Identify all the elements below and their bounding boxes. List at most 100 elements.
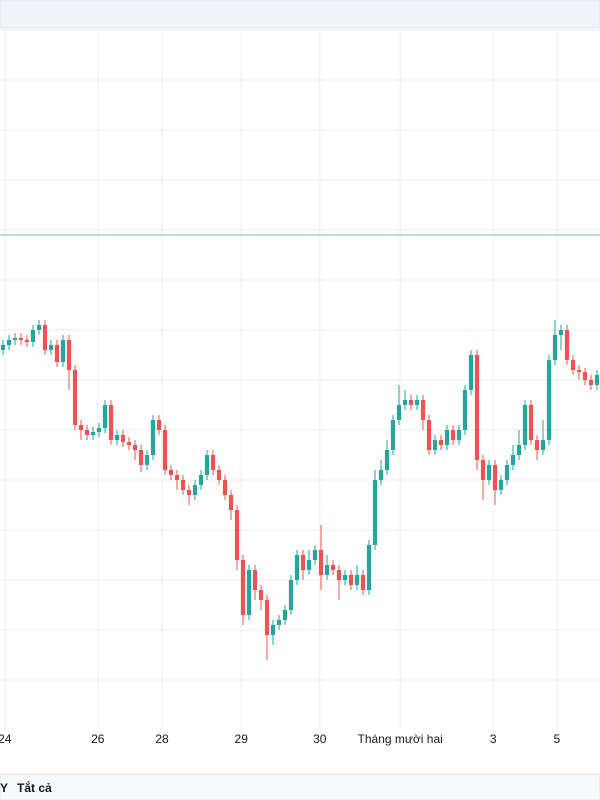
candle-body xyxy=(96,428,102,432)
candle-body xyxy=(216,470,222,480)
candle-body xyxy=(318,550,324,575)
candle-body xyxy=(270,625,276,635)
candle-body xyxy=(186,490,192,495)
candle-body xyxy=(84,430,90,435)
candle-body xyxy=(30,330,36,342)
range-button[interactable]: Y xyxy=(0,781,8,795)
candle-body xyxy=(306,560,312,570)
x-axis: 24 26 28 29 30 Tháng mười hai 3 5 xyxy=(0,732,560,746)
candle-body xyxy=(402,400,408,405)
x-tick-label: 28 xyxy=(155,732,169,746)
candle-body xyxy=(312,550,318,560)
candle-body xyxy=(468,355,474,390)
candle-body xyxy=(150,420,156,455)
candle-body xyxy=(114,435,120,440)
candle-body xyxy=(138,450,144,465)
candle-body xyxy=(594,375,600,385)
candle-body xyxy=(534,440,540,450)
candle-body xyxy=(522,405,528,445)
bottom-bar xyxy=(0,773,600,800)
candle-body xyxy=(252,570,258,590)
candle-body xyxy=(24,340,30,342)
candles xyxy=(0,320,600,660)
candle-body xyxy=(144,455,150,465)
candle-body xyxy=(378,470,384,480)
x-tick-label: 5 xyxy=(553,732,560,746)
x-tick-label: 3 xyxy=(490,732,497,746)
candle-body xyxy=(426,420,432,450)
candle-body xyxy=(450,430,456,440)
candle-body xyxy=(162,430,168,470)
candle-body xyxy=(246,570,252,615)
candle-body xyxy=(558,330,564,335)
candle-body xyxy=(6,340,12,345)
candle-body xyxy=(324,565,330,575)
candle-body xyxy=(372,480,378,545)
candle-body xyxy=(78,425,84,430)
candle-body xyxy=(12,338,18,340)
candle-body xyxy=(240,560,246,615)
candle-body xyxy=(540,440,546,450)
candle-body xyxy=(294,555,300,580)
candle-body xyxy=(408,400,414,405)
candle-body xyxy=(48,345,54,350)
candle-body xyxy=(132,445,138,450)
candle-body xyxy=(510,455,516,465)
candle-body xyxy=(174,475,180,480)
candle-body xyxy=(552,335,558,360)
candle-body xyxy=(366,545,372,590)
all-button[interactable]: Tắt cả xyxy=(17,780,52,795)
candle-body xyxy=(288,580,294,610)
candle-body xyxy=(300,555,306,570)
candle-body xyxy=(420,400,426,420)
x-tick-label: 26 xyxy=(91,732,105,746)
candle-body xyxy=(342,575,348,580)
candle-body xyxy=(264,600,270,635)
x-tick-label: 30 xyxy=(313,732,327,746)
candle-body xyxy=(432,440,438,450)
candle-body xyxy=(486,465,492,480)
candle-body xyxy=(66,340,72,370)
candle-body xyxy=(180,480,186,490)
candle-body xyxy=(90,432,96,435)
candle-body xyxy=(282,610,288,620)
candle-body xyxy=(462,390,468,430)
candle-body xyxy=(126,442,132,445)
candle-body xyxy=(360,575,366,590)
candle-body xyxy=(168,470,174,475)
candle-body xyxy=(42,325,48,350)
candle-body xyxy=(336,570,342,580)
candle-body xyxy=(480,460,486,480)
candle-body xyxy=(414,400,420,405)
candle-body xyxy=(492,465,498,490)
candle-body xyxy=(444,430,450,445)
candle-body xyxy=(234,510,240,560)
candle-body xyxy=(516,445,522,455)
candle-body xyxy=(0,345,6,350)
candle-body xyxy=(276,620,282,625)
candle-body xyxy=(36,325,42,330)
candle-body xyxy=(192,485,198,495)
candle-body xyxy=(576,370,582,372)
candle-body xyxy=(474,355,480,460)
candle-body xyxy=(396,405,402,420)
candle-body xyxy=(210,455,216,470)
candle-body xyxy=(18,338,24,340)
candle-body xyxy=(330,565,336,570)
candle-body xyxy=(354,575,360,585)
candle-body xyxy=(456,430,462,440)
candle-body xyxy=(102,405,108,428)
candle-body xyxy=(258,590,264,600)
candle-body xyxy=(108,405,114,440)
candle-body xyxy=(438,440,444,445)
grid xyxy=(0,29,600,730)
candle-body xyxy=(120,435,126,442)
candle-body xyxy=(204,455,210,475)
candle-body xyxy=(582,372,588,380)
candle-body xyxy=(72,370,78,425)
top-bar xyxy=(0,0,600,29)
x-tick-label: 24 xyxy=(0,732,12,746)
candle-body xyxy=(498,480,504,490)
